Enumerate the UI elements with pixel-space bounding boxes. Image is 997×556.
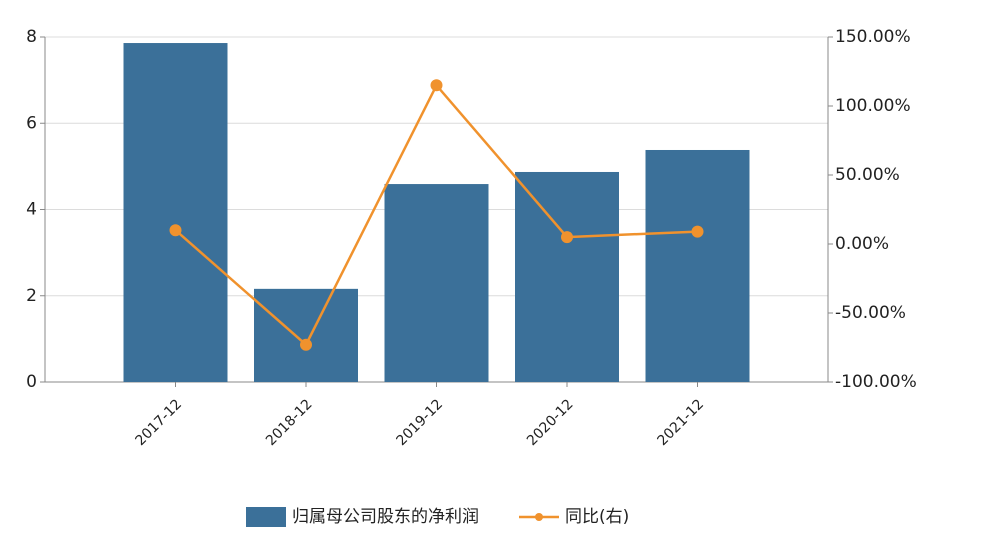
bar <box>645 149 750 382</box>
legend-label: 归属母公司股东的净利润 <box>292 507 479 527</box>
y-tick-label: 6 <box>26 113 37 133</box>
y-tick-label: 2 <box>26 286 37 306</box>
x-tick-label: 2017-12 <box>132 396 185 449</box>
y2-tick-label: 0.00% <box>835 234 889 254</box>
point <box>169 224 182 237</box>
y2-tick-label: -50.00% <box>835 303 906 323</box>
bar <box>254 288 358 382</box>
y-tick-label: 0 <box>26 372 37 392</box>
legend-swatch <box>246 507 286 527</box>
legend-label: 同比(右) <box>565 507 629 527</box>
y-tick-label: 8 <box>26 27 37 47</box>
y2-tick-label: 150.00% <box>835 27 911 47</box>
point <box>430 79 443 92</box>
y2-tick-label: 50.00% <box>835 165 900 185</box>
x-tick-label: 2021-12 <box>654 396 707 449</box>
point <box>691 225 704 238</box>
legend-swatch <box>535 513 543 521</box>
bar <box>123 43 228 382</box>
point <box>300 338 312 351</box>
y2-tick-label: 100.00% <box>835 96 911 116</box>
x-tick-label: 2018-12 <box>263 396 316 449</box>
bar <box>384 184 489 382</box>
y-tick-label: 4 <box>26 200 37 220</box>
x-tick-label: 2019-12 <box>393 396 446 449</box>
point <box>561 231 573 244</box>
x-tick-label: 2020-12 <box>524 396 577 449</box>
bar <box>515 171 619 382</box>
y2-tick-label: -100.00% <box>835 372 917 392</box>
